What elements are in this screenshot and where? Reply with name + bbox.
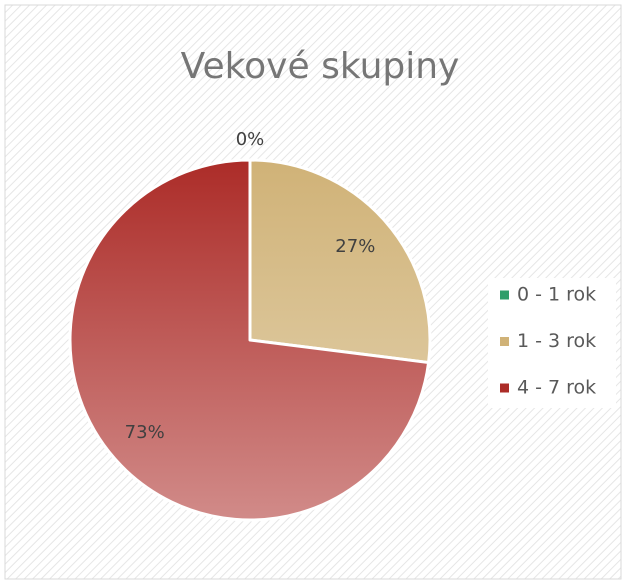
legend-swatch xyxy=(500,290,509,300)
legend-swatch xyxy=(500,383,509,393)
pie-slice xyxy=(68,158,431,522)
pie-slice xyxy=(248,158,432,365)
data-label: 27% xyxy=(335,236,375,257)
legend-label: 4 - 7 rok xyxy=(517,377,596,399)
data-label: 0% xyxy=(236,129,265,150)
data-label: 73% xyxy=(125,422,165,443)
legend-background xyxy=(488,278,616,408)
legend-label: 0 - 1 rok xyxy=(517,284,596,306)
chart-title: Vekové skupiny xyxy=(181,46,460,87)
legend-swatch xyxy=(500,337,509,346)
legend-label: 1 - 3 rok xyxy=(517,330,596,352)
